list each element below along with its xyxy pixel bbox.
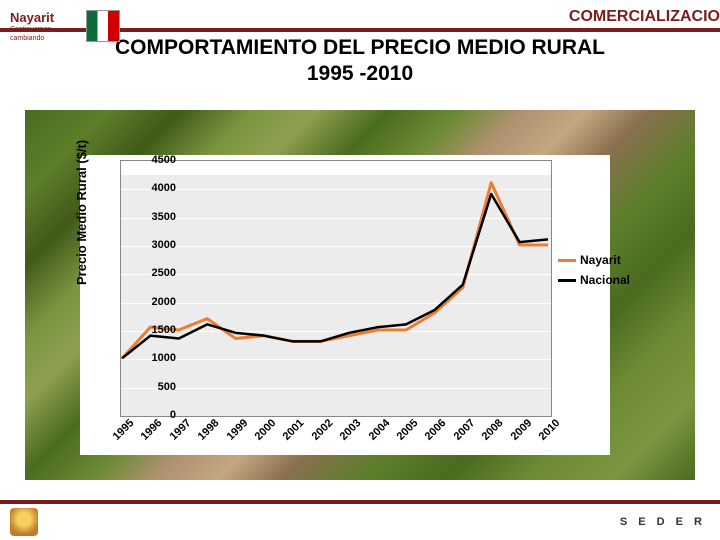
page-subtitle: 1995 -2010 [30, 62, 690, 86]
logo-flags [86, 10, 120, 42]
y-tick-label: 500 [140, 381, 176, 393]
chart-container: 050010001500200025003000350040004500 199… [80, 155, 610, 455]
y-tick-label: 4500 [140, 154, 176, 166]
header-right-label: COMERCIALIZACIO [569, 8, 720, 26]
logo-nayarit: Nayarit Continuamos cambiando [10, 2, 120, 50]
y-tick-label: 3000 [140, 239, 176, 251]
footer: S E D E R [0, 500, 720, 540]
y-tick-label: 1000 [140, 352, 176, 364]
logo-text: Nayarit Continuamos cambiando [10, 11, 82, 42]
y-tick-label: 2500 [140, 267, 176, 279]
legend-item: Nacional [558, 270, 630, 290]
y-axis-label: Precio Medio Rural ($/t) [74, 140, 89, 285]
footer-seder-label: S E D E R [620, 516, 706, 528]
footer-shield-icon [10, 508, 38, 536]
y-tick-label: 3500 [140, 211, 176, 223]
legend-swatch [558, 259, 576, 262]
y-tick-label: 4000 [140, 182, 176, 194]
y-tick-label: 1500 [140, 324, 176, 336]
legend-item: Nayarit [558, 250, 630, 270]
legend-label: Nayarit [580, 253, 621, 267]
page-title: COMPORTAMIENTO DEL PRECIO MEDIO RURAL [30, 36, 690, 60]
series-line-nacional [122, 194, 548, 358]
legend-swatch [558, 279, 576, 282]
legend-label: Nacional [580, 273, 630, 287]
y-tick-label: 2000 [140, 296, 176, 308]
legend: Nayarit Nacional [558, 250, 630, 290]
series-line-nayarit [122, 183, 548, 359]
line-chart-svg [120, 160, 550, 415]
